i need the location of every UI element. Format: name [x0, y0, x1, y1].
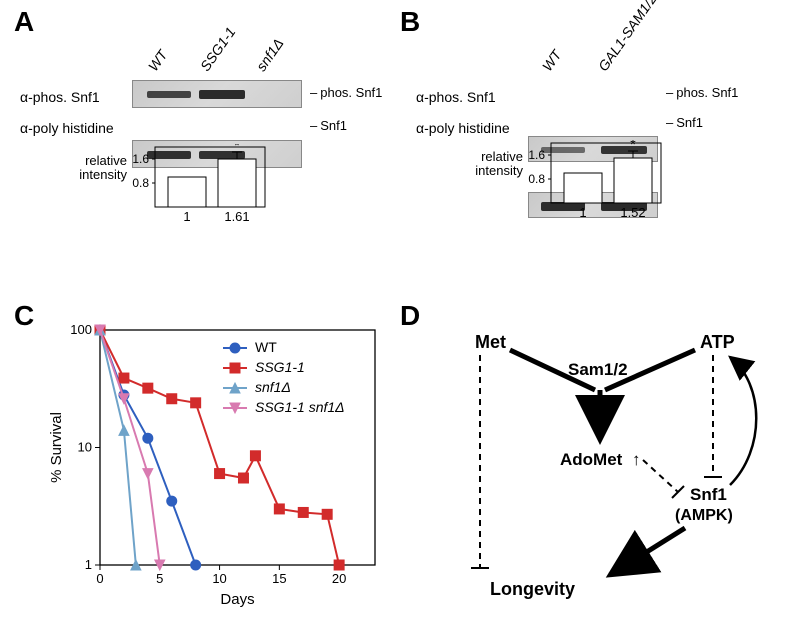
- panel-c-label: C: [14, 300, 34, 332]
- svg-text:Sam1/2: Sam1/2: [568, 360, 628, 379]
- barchart-b: 1.6 0.8 * 1 1.52: [526, 140, 706, 225]
- right-bot-b: –Snf1: [666, 115, 703, 130]
- survival-chart: 1 10 100 0 5 10 15 20 Days % Survival WT SSG1-1 snf1…: [45, 320, 385, 610]
- svg-text:(AMPK): (AMPK): [675, 507, 733, 524]
- bar-ylabel-b: relativeintensity: [471, 150, 523, 179]
- band: [147, 91, 191, 98]
- blot-a-top: [132, 80, 302, 108]
- svg-text:Met: Met: [475, 332, 506, 352]
- svg-text:SSG1-1: SSG1-1: [255, 359, 305, 375]
- svg-text:0.8: 0.8: [528, 172, 545, 186]
- svg-text:1: 1: [579, 205, 586, 220]
- svg-text:SSG1-1 snf1Δ: SSG1-1 snf1Δ: [255, 399, 345, 415]
- svg-text:↑: ↑: [632, 450, 641, 469]
- lane-a-2: SSG1-1: [210, 58, 260, 76]
- svg-text:5: 5: [156, 571, 163, 586]
- svg-text:100: 100: [70, 322, 92, 337]
- svg-text:1.6: 1.6: [132, 152, 149, 166]
- ab-top-b: α-phos. Snf1: [416, 89, 496, 105]
- barchart-a: 1.6 0.8 * 1 1.61: [130, 144, 310, 229]
- svg-text:20: 20: [332, 571, 346, 586]
- panel-b-label: B: [400, 6, 420, 38]
- svg-text:snf1Δ: snf1Δ: [255, 379, 291, 395]
- svg-text:ATP: ATP: [700, 332, 735, 352]
- svg-text:0: 0: [96, 571, 103, 586]
- svg-text:1: 1: [85, 557, 92, 572]
- ab-bot-b: α-poly histidine: [416, 120, 510, 136]
- panel-a-label: A: [14, 6, 34, 38]
- ab-top-a: α-phos. Snf1: [20, 89, 100, 105]
- ab-bot-a: α-poly histidine: [20, 120, 114, 136]
- svg-text:*: *: [630, 140, 636, 152]
- svg-text:Days: Days: [220, 591, 254, 608]
- band: [199, 90, 245, 99]
- svg-text:15: 15: [272, 571, 286, 586]
- lane-b-2: GAL1-SAM1/2: [608, 58, 698, 76]
- right-top-b: –phos. Snf1: [666, 85, 738, 100]
- svg-text:10: 10: [212, 571, 226, 586]
- right-bot-a: –Snf1: [310, 118, 347, 133]
- svg-text:Snf1: Snf1: [690, 485, 727, 504]
- svg-text:Longevity: Longevity: [490, 579, 575, 599]
- lane-a-3: snf1Δ: [266, 58, 302, 76]
- svg-text:AdoMet: AdoMet: [560, 450, 623, 469]
- diagram: Met ATP Sam1/2 AdoMet ↑ Snf1 (AMPK) Long…: [420, 320, 780, 620]
- svg-text:% Survival: % Survival: [48, 412, 65, 483]
- svg-text:*: *: [234, 144, 240, 153]
- panel-d-label: D: [400, 300, 420, 332]
- svg-text:1.52: 1.52: [620, 205, 645, 220]
- svg-text:10: 10: [78, 440, 92, 455]
- right-top-a: –phos. Snf1: [310, 85, 382, 100]
- svg-text:0.8: 0.8: [132, 176, 149, 190]
- svg-text:WT: WT: [255, 339, 277, 355]
- svg-text:1.61: 1.61: [224, 209, 249, 224]
- svg-text:1: 1: [183, 209, 190, 224]
- svg-text:1.6: 1.6: [528, 148, 545, 162]
- lane-b-1: WT: [552, 58, 574, 76]
- lane-a-1: WT: [158, 58, 180, 76]
- bar-ylabel-a: relativeintensity: [75, 154, 127, 183]
